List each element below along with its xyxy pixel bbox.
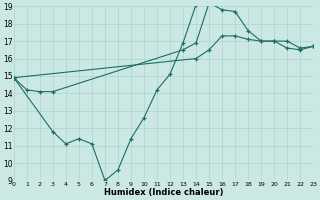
X-axis label: Humidex (Indice chaleur): Humidex (Indice chaleur)	[104, 188, 223, 197]
